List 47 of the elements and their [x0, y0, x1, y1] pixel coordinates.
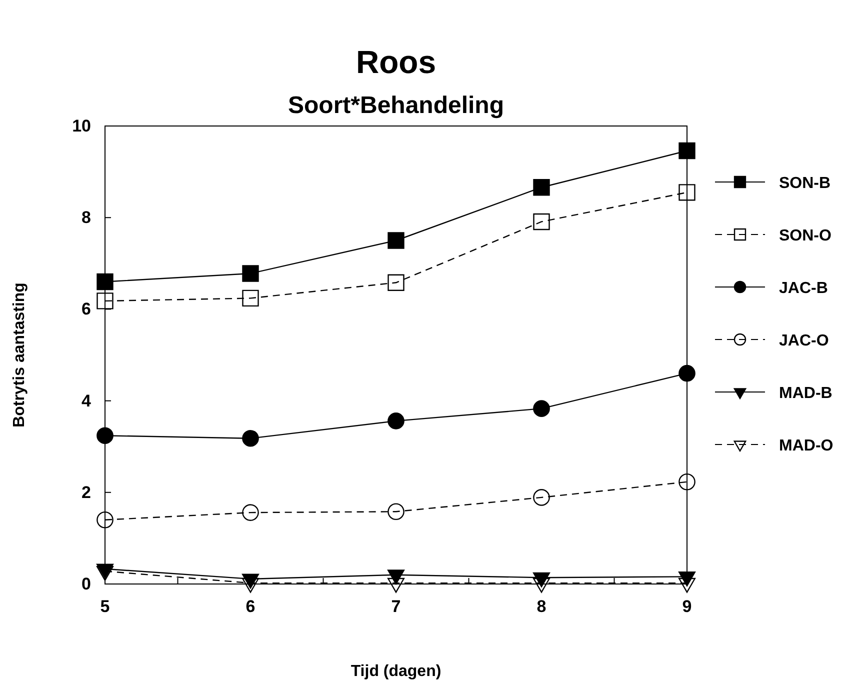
point — [678, 572, 696, 586]
point — [678, 184, 696, 201]
point — [678, 578, 696, 593]
point — [533, 489, 550, 506]
x-tick-label: 6 — [246, 597, 256, 616]
point — [96, 511, 114, 528]
legend-label: JAC-B — [779, 280, 828, 297]
point — [533, 179, 550, 196]
point — [533, 400, 550, 417]
point — [388, 412, 404, 430]
x-tick-label: 8 — [536, 597, 546, 616]
point — [678, 142, 696, 160]
y-tick-label: 8 — [82, 208, 91, 228]
legend-label: MAD-B — [779, 385, 832, 402]
point — [96, 427, 114, 444]
point — [242, 578, 259, 593]
y-tick-label: 2 — [82, 482, 91, 502]
y-tick-label: 10 — [72, 116, 91, 136]
y-tick-label: 0 — [82, 574, 91, 594]
point — [678, 473, 696, 490]
legend-label: SON-B — [779, 175, 831, 192]
point — [388, 578, 404, 593]
point — [533, 213, 550, 230]
point — [533, 578, 550, 593]
point — [242, 430, 259, 447]
point — [388, 232, 404, 249]
x-tick-label: 7 — [391, 597, 401, 616]
x-tick-label: 9 — [682, 597, 692, 616]
y-tick-label: 4 — [82, 391, 92, 410]
point — [96, 273, 114, 290]
chart-subtitle: Soort*Behandeling — [288, 92, 504, 119]
point — [96, 292, 114, 310]
chart-title: Roos — [356, 44, 436, 80]
point — [242, 504, 259, 521]
x-tick-label: 5 — [100, 597, 110, 616]
legend-label: JAC-O — [779, 332, 829, 350]
point — [388, 570, 404, 585]
y-axis-title: Botrytis aantasting — [11, 282, 28, 428]
y-tick-label: 6 — [82, 300, 91, 319]
point — [388, 274, 404, 291]
point — [242, 290, 259, 307]
x-axis-title: Tijd (dagen) — [350, 663, 442, 680]
legend-label: MAD-O — [779, 438, 834, 454]
point — [242, 265, 259, 282]
point — [388, 503, 404, 520]
legend-label: SON-O — [779, 228, 832, 244]
point — [678, 364, 696, 382]
